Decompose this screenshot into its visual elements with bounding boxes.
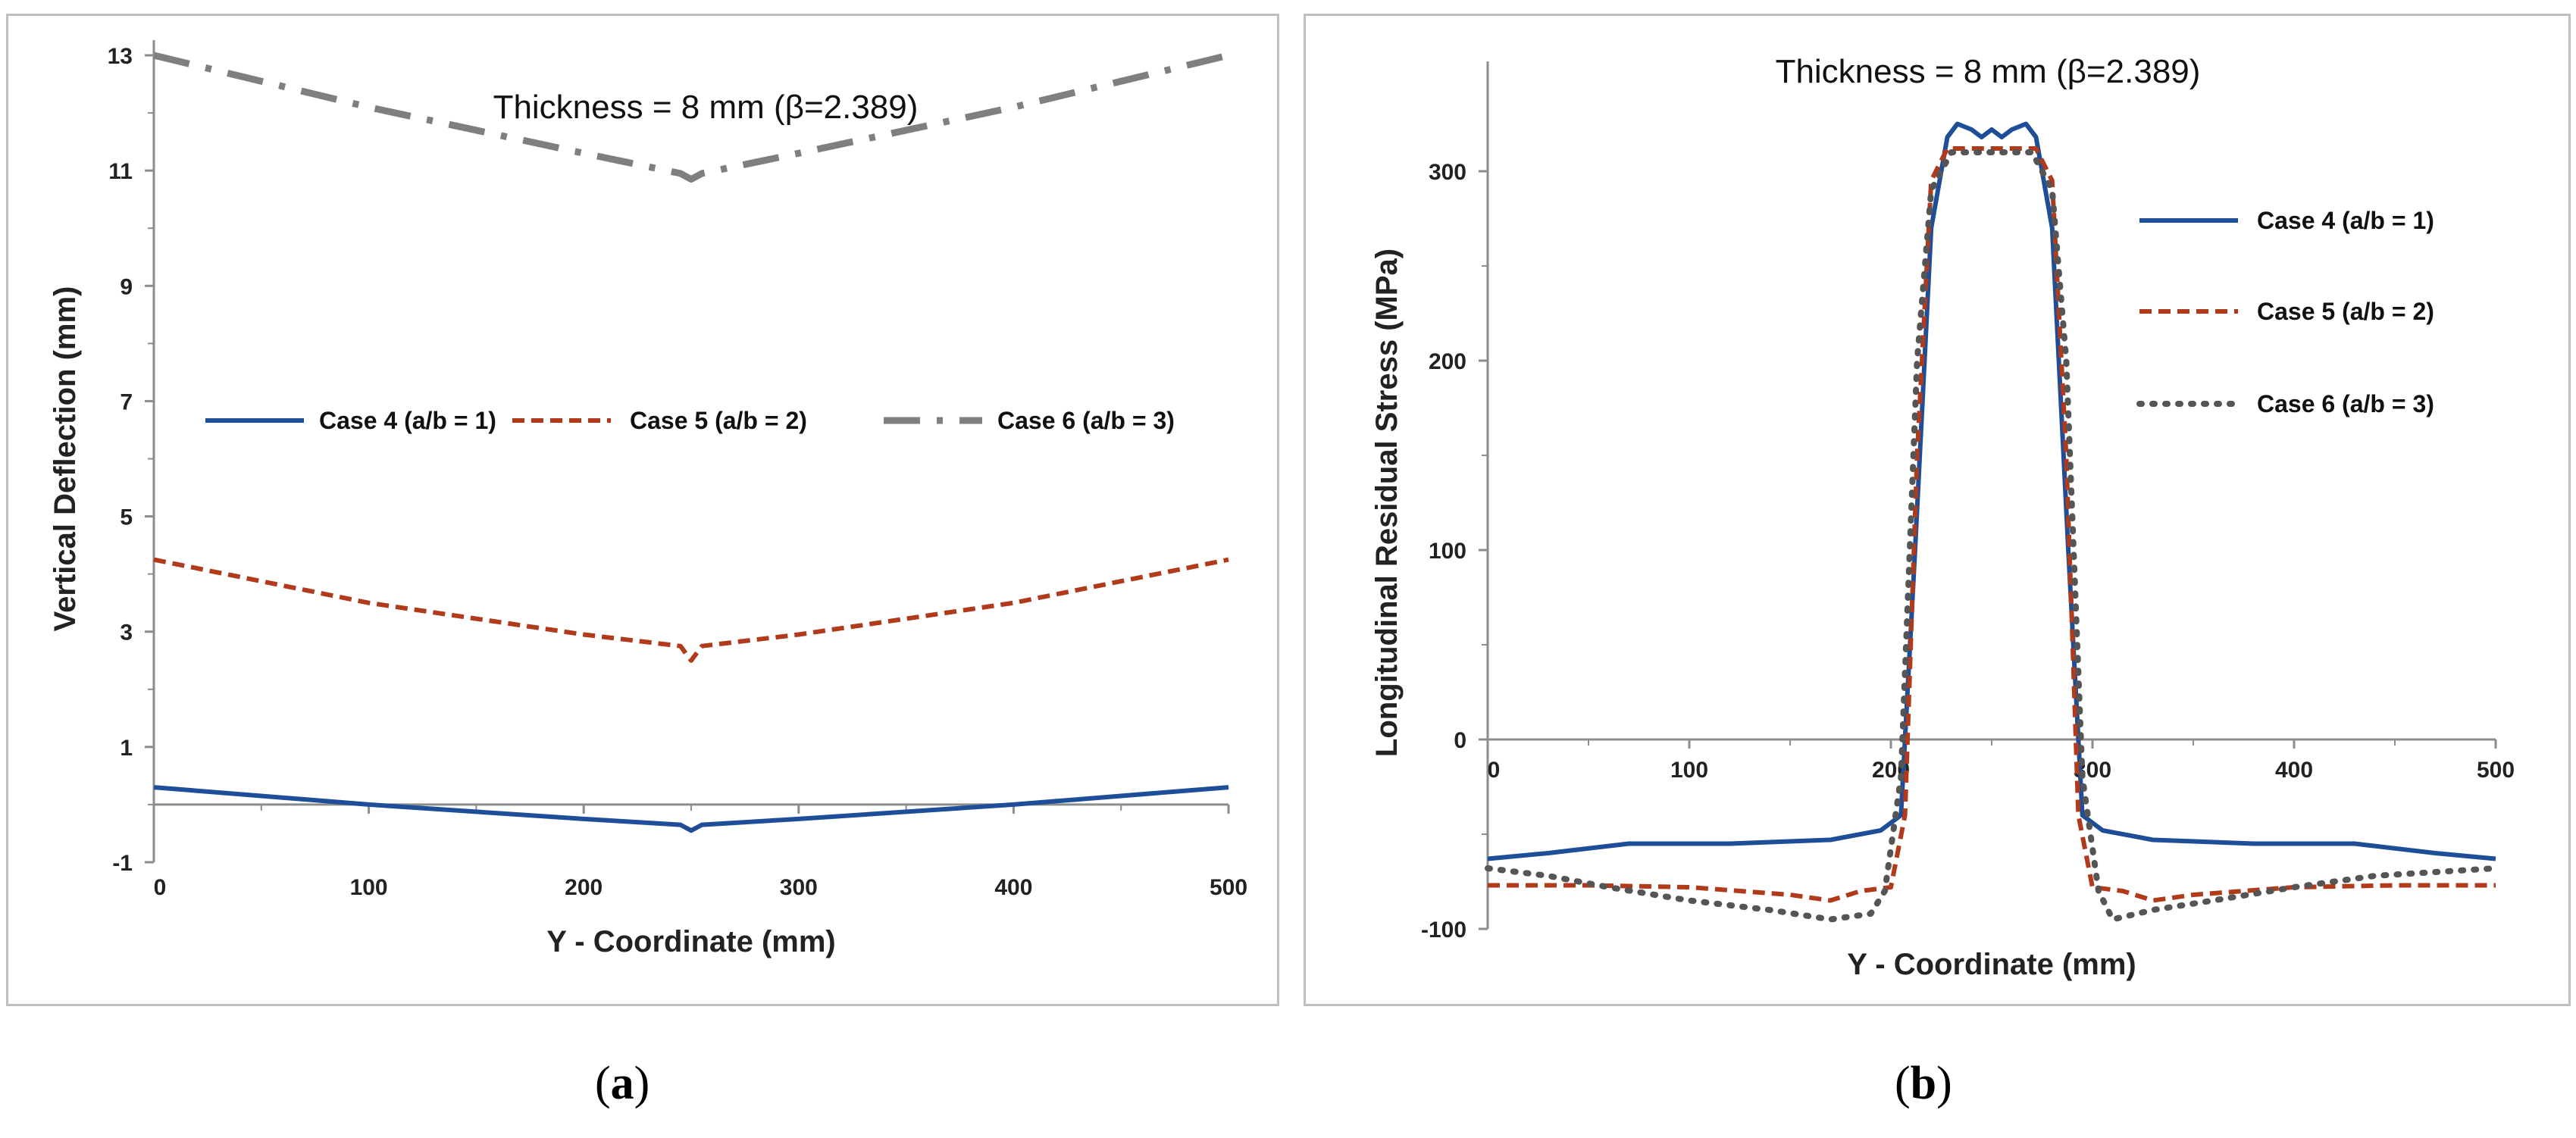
legend-label-1: Case 4 (a/b = 1) <box>2257 207 2434 234</box>
series-line-3 <box>1485 149 2499 923</box>
x-tick-label: 400 <box>2275 758 2313 783</box>
x-tick-label: 200 <box>565 875 603 900</box>
chart-panel-b: -100 0 100 200 300 0 100 200 300 400 500 Y - Coordi… <box>1304 14 2571 1006</box>
subfigure-label-a: (a) <box>595 1058 650 1109</box>
y-tick-label: 300 <box>1429 160 1466 185</box>
y-axis-title: Vertical Deflection (mm) <box>49 286 82 632</box>
x-axis-title: Y - Coordinate (mm) <box>1847 948 2136 981</box>
subfigure-label-b: (b) <box>1895 1058 1952 1109</box>
x-tick-label: 100 <box>350 875 388 900</box>
x-tick-label: 0 <box>154 875 167 900</box>
y-tick-label: 100 <box>1429 539 1466 564</box>
x-tick-label: 100 <box>1670 758 1708 783</box>
legend-label-3: Case 6 (a/b = 3) <box>997 407 1175 434</box>
y-tick-label: 1 <box>120 736 133 761</box>
y-tick-label: -100 <box>1421 918 1466 943</box>
y-tick-label: 200 <box>1429 349 1466 374</box>
y-tick-label: 5 <box>120 505 133 530</box>
y-axis-title: Longitudinal Residual Stress (MPa) <box>1370 249 1404 757</box>
x-tick-label: 300 <box>780 875 818 900</box>
y-tick-label: 11 <box>108 159 133 184</box>
chart-title: Thickness = 8 mm (β=2.389) <box>493 89 919 126</box>
series-line-2 <box>1488 146 2496 903</box>
series-line-2 <box>153 557 1229 663</box>
legend-label-1: Case 4 (a/b = 1) <box>319 407 496 434</box>
y-tick-label: 7 <box>120 389 133 414</box>
y-tick-label: 13 <box>108 44 133 69</box>
y-tick-label: -1 <box>112 851 133 876</box>
x-tick-label: 500 <box>2477 758 2515 783</box>
y-tick-label: 0 <box>1454 728 1466 753</box>
legend-label-2: Case 5 (a/b = 2) <box>2257 298 2434 325</box>
y-tick-label: 9 <box>120 274 133 299</box>
x-tick-label: 0 <box>1488 758 1501 783</box>
legend-label-3: Case 6 (a/b = 3) <box>2257 390 2434 417</box>
x-tick-label: 400 <box>994 875 1032 900</box>
series-line-1 <box>153 785 1229 833</box>
y-tick-label: 3 <box>120 621 133 646</box>
x-tick-label: 500 <box>1210 875 1247 900</box>
legend-label-2: Case 5 (a/b = 2) <box>630 407 807 434</box>
chart-title: Thickness = 8 mm (β=2.389) <box>1776 53 2201 90</box>
chart-panel-a: -1 1 3 5 7 9 11 13 0 100 200 300 400 500 Y - Coordinat… <box>6 14 1279 1006</box>
x-axis-title: Y - Coordinate (mm) <box>546 925 836 958</box>
series-line-3 <box>152 52 1230 183</box>
series-line-1 <box>1487 121 2496 861</box>
